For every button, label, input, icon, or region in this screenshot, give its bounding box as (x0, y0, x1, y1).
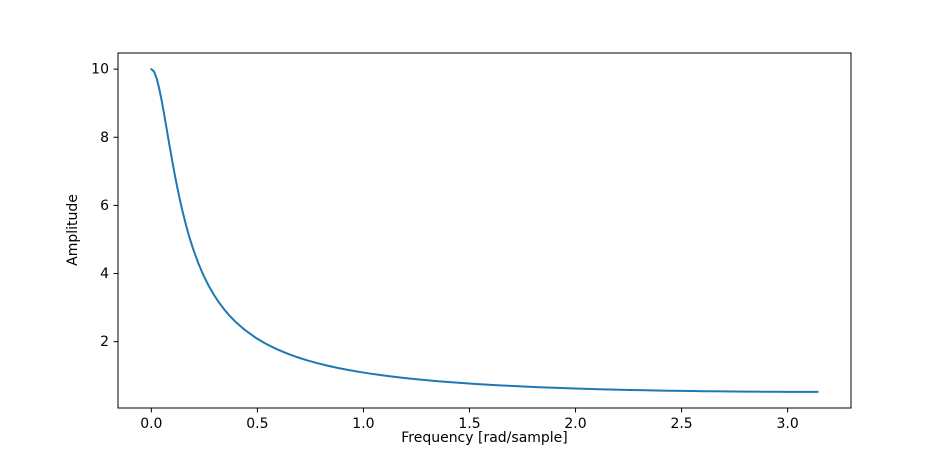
y-tick-label: 2 (100, 334, 109, 350)
x-tick-label: 0.5 (246, 416, 268, 432)
y-tick-label: 4 (100, 266, 109, 282)
y-tick-label: 8 (100, 130, 109, 146)
series-line-amplitude-response (150, 68, 819, 393)
y-tick-label: 6 (100, 198, 109, 214)
x-tick-label: 2.0 (564, 416, 586, 432)
x-tick-label: 2.5 (670, 416, 692, 432)
axes-frame (117, 52, 852, 409)
y-axis-label: Amplitude (65, 194, 81, 266)
x-axis-label: Frequency [rad/sample] (401, 430, 568, 446)
x-tick-label: 0.0 (140, 416, 162, 432)
y-tick-label: 10 (91, 62, 109, 78)
x-tick-label: 1.5 (458, 416, 480, 432)
x-tick-label: 3.0 (777, 416, 799, 432)
x-tick-label: 1.0 (352, 416, 374, 432)
